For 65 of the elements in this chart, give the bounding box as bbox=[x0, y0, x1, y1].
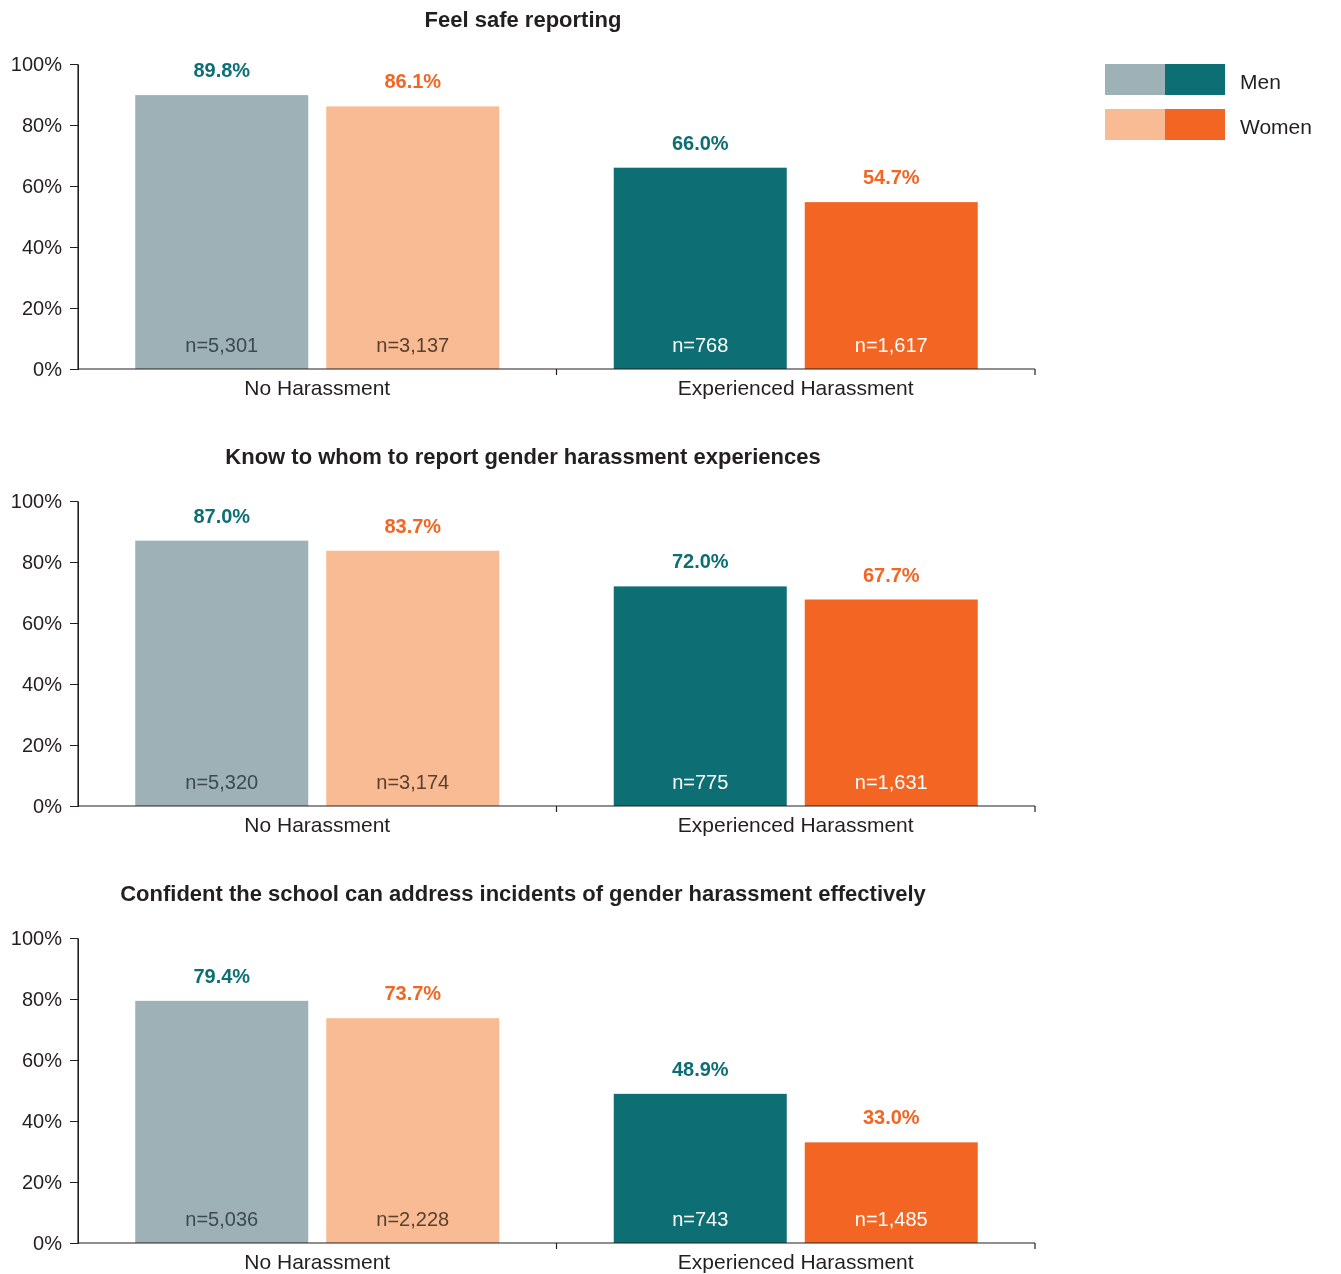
x-tick-label: Experienced Harassment bbox=[677, 1250, 914, 1273]
y-tick-label: 80% bbox=[21, 113, 63, 136]
y-tick-label: 0% bbox=[33, 1231, 63, 1254]
data-label: 66.0% bbox=[671, 131, 729, 154]
data-label: 79.4% bbox=[193, 964, 251, 987]
y-tick-label: 40% bbox=[21, 235, 63, 258]
chart-title: Feel safe reporting bbox=[424, 7, 622, 32]
bar bbox=[135, 1000, 309, 1243]
data-label: 83.7% bbox=[384, 514, 442, 537]
x-tick-label: Experienced Harassment bbox=[677, 376, 914, 399]
data-label: 87.0% bbox=[193, 504, 251, 527]
x-tick-label: No Harassment bbox=[244, 813, 391, 836]
y-tick-label: 0% bbox=[33, 357, 63, 380]
data-label: 33.0% bbox=[862, 1106, 920, 1129]
data-label: 72.0% bbox=[671, 550, 729, 573]
data-label: 48.9% bbox=[671, 1057, 729, 1080]
annotation: n=2,228 bbox=[376, 1208, 450, 1230]
y-tick-label: 100% bbox=[10, 926, 63, 949]
data-label: 86.1% bbox=[384, 70, 442, 93]
annotation: n=775 bbox=[672, 771, 729, 793]
bar bbox=[804, 202, 978, 369]
bar bbox=[326, 106, 500, 369]
annotation: n=768 bbox=[672, 334, 729, 356]
y-tick-label: 80% bbox=[21, 987, 63, 1010]
y-tick-label: 100% bbox=[10, 489, 63, 512]
bar bbox=[135, 95, 309, 369]
bar bbox=[326, 550, 500, 806]
y-tick-label: 40% bbox=[21, 672, 63, 695]
bar bbox=[804, 1142, 978, 1243]
x-tick-label: Experienced Harassment bbox=[677, 813, 914, 836]
y-tick-label: 100% bbox=[10, 52, 63, 75]
legend-label: Women bbox=[1240, 115, 1312, 138]
data-label: 54.7% bbox=[862, 166, 920, 189]
annotation: n=1,631 bbox=[854, 771, 928, 793]
y-tick-label: 60% bbox=[21, 1048, 63, 1071]
data-label: 73.7% bbox=[384, 982, 442, 1005]
annotation: n=1,485 bbox=[854, 1208, 928, 1230]
x-tick-label: No Harassment bbox=[244, 1250, 391, 1273]
y-tick-label: 60% bbox=[21, 174, 63, 197]
bar bbox=[613, 586, 787, 806]
annotation: n=5,320 bbox=[185, 771, 259, 793]
legend-label: Men bbox=[1240, 70, 1281, 93]
bar bbox=[613, 167, 787, 369]
y-tick-label: 20% bbox=[21, 733, 63, 756]
annotation: n=743 bbox=[672, 1208, 729, 1230]
y-tick-label: 20% bbox=[21, 296, 63, 319]
annotation: n=5,036 bbox=[185, 1208, 259, 1230]
bar bbox=[804, 599, 978, 806]
annotation: n=3,137 bbox=[376, 334, 450, 356]
y-tick-label: 0% bbox=[33, 794, 63, 817]
chart-title: Confident the school can address incidents of gender harassment effectively bbox=[120, 881, 927, 906]
chart-title: Know to whom to report gender harassment experiences bbox=[225, 444, 821, 469]
bar bbox=[613, 1093, 787, 1243]
annotation: n=3,174 bbox=[376, 771, 450, 793]
data-label: 67.7% bbox=[862, 563, 920, 586]
bar bbox=[135, 540, 309, 806]
annotation: n=5,301 bbox=[185, 334, 259, 356]
y-tick-label: 60% bbox=[21, 611, 63, 634]
y-tick-label: 80% bbox=[21, 550, 63, 573]
data-label: 89.8% bbox=[193, 59, 251, 82]
y-tick-label: 20% bbox=[21, 1170, 63, 1193]
annotation: n=1,617 bbox=[854, 334, 928, 356]
y-tick-label: 40% bbox=[21, 1109, 63, 1132]
x-tick-label: No Harassment bbox=[244, 376, 391, 399]
bar bbox=[326, 1018, 500, 1243]
